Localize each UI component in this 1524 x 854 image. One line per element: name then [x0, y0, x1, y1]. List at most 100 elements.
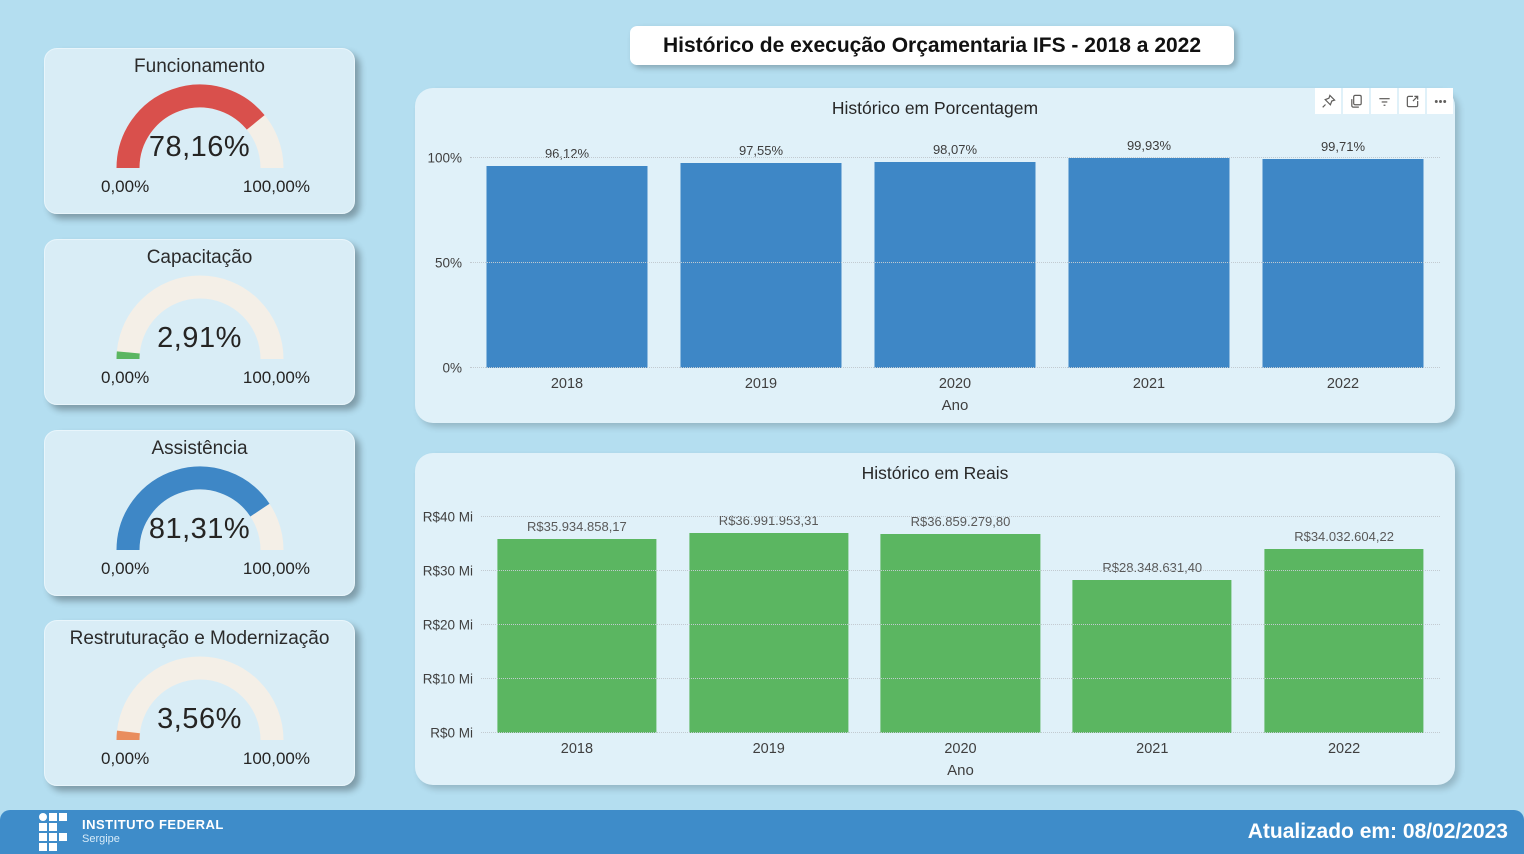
x-axis-label-2021: 2021: [1136, 741, 1169, 757]
x-axis-label-2020: 2020: [944, 741, 977, 757]
x-axis-title: Ano: [947, 762, 974, 779]
more-options-icon[interactable]: [1427, 88, 1453, 114]
gauge-title: Assistência: [151, 438, 248, 459]
bar-slot: R$34.032.604,22: [1248, 517, 1440, 733]
bar-2020[interactable]: [880, 533, 1041, 733]
chart-panel-reais[interactable]: Histórico em Reais R$0 Mi R$10 Mi R$20 Mi R…: [415, 453, 1455, 785]
report-title: Histórico de execução Orçamentaria IFS -…: [630, 26, 1234, 65]
gauge-title: Restruturação e Modernização: [69, 628, 330, 649]
plot-area: R$0 Mi R$10 Mi R$20 Mi R$30 Mi R$40 Mi R$35.…: [423, 510, 1440, 741]
bar-value-label: 97,55%: [738, 143, 784, 159]
gauge-min-label: 0,00%: [101, 749, 150, 768]
bar-value-label: R$28.348.631,40: [1102, 559, 1203, 575]
bar-series: R$35.934.858,17 R$36.991.953,31 R$36.859.2…: [481, 513, 1440, 733]
gauge-max-label: 100,00%: [242, 368, 310, 387]
footer-institution-name: INSTITUTO FEDERAL: [82, 817, 224, 833]
chart-title: Histórico em Reais: [861, 463, 1009, 483]
x-axis: 2018 2019 2020 2021 2022: [470, 376, 1440, 392]
gauge-arc: [116, 84, 283, 169]
footer-campus-name: Sergipe: [82, 833, 120, 846]
gauge-card-assistencia[interactable]: Assistência 81,31% 0,00% 100,00%: [44, 430, 355, 596]
bar-2020[interactable]: [874, 162, 1036, 368]
bar-slot: 99,71%: [1246, 139, 1440, 368]
bar-value-label: 98,07%: [932, 142, 978, 158]
bar-value-label: R$34.032.604,22: [1294, 529, 1394, 545]
gauge-arc: [115, 275, 283, 360]
report-title-text: Histórico de execução Orçamentaria IFS -…: [662, 33, 1202, 57]
bar-2019[interactable]: [680, 163, 842, 368]
y-axis-tick-label: 50%: [434, 255, 462, 271]
bar-slot: R$36.991.953,31: [673, 513, 865, 733]
gauge-max-label: 100,00%: [242, 749, 310, 768]
bar-slot: R$35.934.858,17: [481, 517, 673, 733]
gauge-card-capacitacao[interactable]: Capacitação 2,91% 0,00% 100,00%: [44, 239, 355, 405]
gauge-max-label: 100,00%: [242, 559, 310, 578]
bar-slot: R$36.859.279,80: [865, 513, 1057, 733]
y-axis-tick-label: R$20 Mi: [422, 617, 473, 633]
x-axis-label-2019: 2019: [752, 741, 785, 757]
bar-slot: R$28.348.631,40: [1056, 517, 1248, 733]
x-axis-label-2022: 2022: [1326, 376, 1360, 392]
bar-2021[interactable]: [1072, 579, 1232, 733]
bar-2022[interactable]: [1262, 158, 1424, 368]
y-axis-tick-label: 100%: [427, 150, 462, 166]
bar-2019[interactable]: [689, 533, 849, 733]
gauge-card-funcionamento[interactable]: Funcionamento 78,16% 0,00% 100,00%: [44, 48, 355, 214]
gauge-arc: [116, 656, 283, 741]
x-axis-label-2021: 2021: [1132, 376, 1166, 392]
gridline: [481, 516, 1440, 517]
gauge-min-label: 0,00%: [101, 368, 150, 387]
gauge-card-restruturacao[interactable]: Restruturação e Modernização 3,56% 0,00%…: [44, 620, 355, 786]
bar-value-label: 99,93%: [1126, 138, 1172, 154]
gridline: [470, 157, 1440, 158]
bar-value-label: R$36.859.279,80: [910, 513, 1011, 529]
chart-panel-percent[interactable]: Histórico em Porcentagem 0% 50% 100% 96,12…: [415, 88, 1455, 423]
y-axis-tick-label: R$10 Mi: [422, 671, 473, 687]
gauge-value: 78,16%: [148, 131, 251, 163]
x-axis-label-2022: 2022: [1327, 741, 1361, 757]
bar-slot: 98,07%: [858, 142, 1052, 368]
bar-2022[interactable]: [1264, 549, 1424, 733]
gauge-value: 3,56%: [157, 703, 242, 735]
y-axis-tick-label: R$0 Mi: [430, 725, 473, 741]
gauge-max-label: 100,00%: [242, 177, 310, 196]
x-axis-label-2018: 2018: [560, 741, 594, 757]
bar-slot: 97,55%: [664, 143, 858, 368]
focus-mode-icon[interactable]: [1399, 88, 1425, 114]
bar-value-label: R$35.934.858,17: [527, 518, 627, 534]
last-updated-text: Atualizado em: 08/02/2023: [1247, 820, 1508, 843]
gauge-title: Funcionamento: [134, 56, 265, 77]
plot-area: 0% 50% 100% 96,12% 97,55% 98,07% 99,93% 99,71%: [427, 138, 1440, 376]
pin-icon[interactable]: [1315, 88, 1341, 114]
filter-icon[interactable]: [1371, 88, 1397, 114]
y-axis-tick-label: R$30 Mi: [422, 563, 473, 579]
gauge-value: 81,31%: [148, 513, 251, 545]
x-axis-label-2018: 2018: [550, 376, 584, 392]
y-axis: R$0 Mi R$10 Mi R$20 Mi R$30 Mi R$40 Mi: [415, 510, 477, 741]
bar-value-label: 96,12%: [544, 146, 590, 162]
bar-2021[interactable]: [1068, 158, 1230, 368]
gridline: [470, 262, 1440, 263]
copy-icon[interactable]: [1343, 88, 1369, 114]
y-axis-tick-label: 0%: [442, 360, 462, 376]
bar-value-label: R$36.991.953,31: [718, 513, 819, 529]
gridline: [481, 624, 1440, 625]
instituto-federal-logo-icon: [34, 813, 72, 851]
y-axis-tick-label: R$40 Mi: [422, 509, 473, 525]
x-axis-label-2019: 2019: [744, 376, 778, 392]
x-axis: 2018 2019 2020 2021 2022: [481, 741, 1440, 757]
bar-value-label: 99,71%: [1320, 138, 1366, 154]
visual-header-toolbar: [1315, 88, 1453, 114]
gauge-min-label: 0,00%: [101, 559, 150, 578]
gridline: [481, 570, 1440, 571]
gauge-min-label: 0,00%: [101, 177, 150, 196]
bar-2018[interactable]: [486, 166, 648, 368]
bar-2018[interactable]: [497, 538, 657, 733]
y-axis: 0% 50% 100%: [420, 151, 466, 376]
chart-title: Histórico em Porcentagem: [831, 98, 1039, 118]
gauge-title: Capacitação: [146, 247, 253, 268]
gridline: [481, 678, 1440, 679]
bar-slot: 99,93%: [1052, 138, 1246, 368]
x-axis-title: Ano: [941, 397, 969, 414]
gauge-arc: [116, 466, 283, 551]
